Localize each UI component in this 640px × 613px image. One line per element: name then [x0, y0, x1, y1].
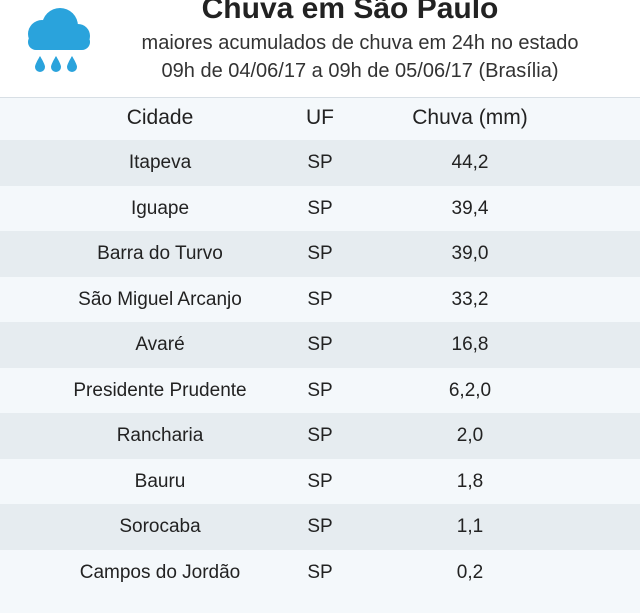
table-row: Iguape SP 39,4	[0, 185, 640, 231]
city-cell: Rancharia	[116, 425, 204, 446]
uf-cell: SP	[307, 561, 333, 583]
rain-cell: 6,2,0	[448, 379, 492, 401]
uf-cell: SP	[307, 152, 333, 173]
uf-cell: SP	[307, 197, 333, 219]
table-row: São Miguel Arcanjo SP 33,2	[0, 276, 640, 322]
city-cell: Campos do Jordão	[79, 561, 241, 583]
header-divider	[0, 97, 640, 98]
rain-cell: 16,8	[451, 334, 489, 355]
uf-cell: SP	[307, 243, 333, 264]
rain-cell: 39,4	[451, 197, 489, 219]
table-row: Campos do Jordão SP 0,2	[0, 549, 640, 595]
rain-cell: 44,2	[451, 152, 489, 173]
city-cell: Avaré	[135, 334, 185, 355]
rain-cell: 2,0	[456, 425, 484, 446]
rain-cell: 0,2	[456, 561, 484, 583]
rain-table: Itapeva SP 44,2 Iguape SP 39,4 Barra do …	[0, 140, 640, 595]
rain-cell: 39,0	[451, 243, 489, 264]
rain-cloud-icon	[28, 8, 90, 72]
city-cell: Sorocaba	[119, 516, 201, 537]
table-row: Rancharia SP 2,0	[0, 413, 640, 459]
table-row: Presidente Prudente SP 6,2,0	[0, 367, 640, 413]
table-row: Sorocaba SP 1,1	[0, 504, 640, 550]
period-label: 09h de 04/06/17 a 09h de 05/06/17 (Brasí…	[161, 60, 559, 82]
column-header-uf: UF	[306, 106, 334, 129]
uf-cell: SP	[307, 379, 333, 401]
header: Chuva em São Paulo maiores acumulados de…	[0, 0, 640, 97]
uf-cell: SP	[307, 425, 333, 446]
city-cell: Itapeva	[128, 152, 192, 173]
page-title: Chuva em São Paulo	[201, 0, 499, 25]
page-subtitle: maiores acumulados de chuva em 24h no es…	[141, 32, 579, 54]
uf-cell: SP	[307, 334, 333, 355]
city-cell: Iguape	[130, 197, 190, 219]
table-row: Avaré SP 16,8	[0, 322, 640, 368]
table-row: Barra do Turvo SP 39,0	[0, 231, 640, 277]
table-row: Itapeva SP 44,2	[0, 140, 640, 186]
city-cell: Barra do Turvo	[97, 243, 223, 264]
rain-cell: 1,1	[456, 516, 484, 537]
uf-cell: SP	[307, 288, 333, 310]
rain-cell: 33,2	[451, 288, 489, 310]
uf-cell: SP	[307, 470, 333, 492]
city-cell: São Miguel Arcanjo	[78, 288, 242, 310]
column-header-rain: Chuva (mm)	[412, 106, 528, 129]
column-header-city: Cidade	[126, 106, 194, 129]
rain-cell: 1,8	[456, 470, 484, 492]
city-cell: Presidente Prudente	[73, 379, 247, 401]
uf-cell: SP	[307, 516, 333, 537]
city-cell: Bauru	[134, 470, 186, 492]
table-row: Bauru SP 1,8	[0, 458, 640, 504]
